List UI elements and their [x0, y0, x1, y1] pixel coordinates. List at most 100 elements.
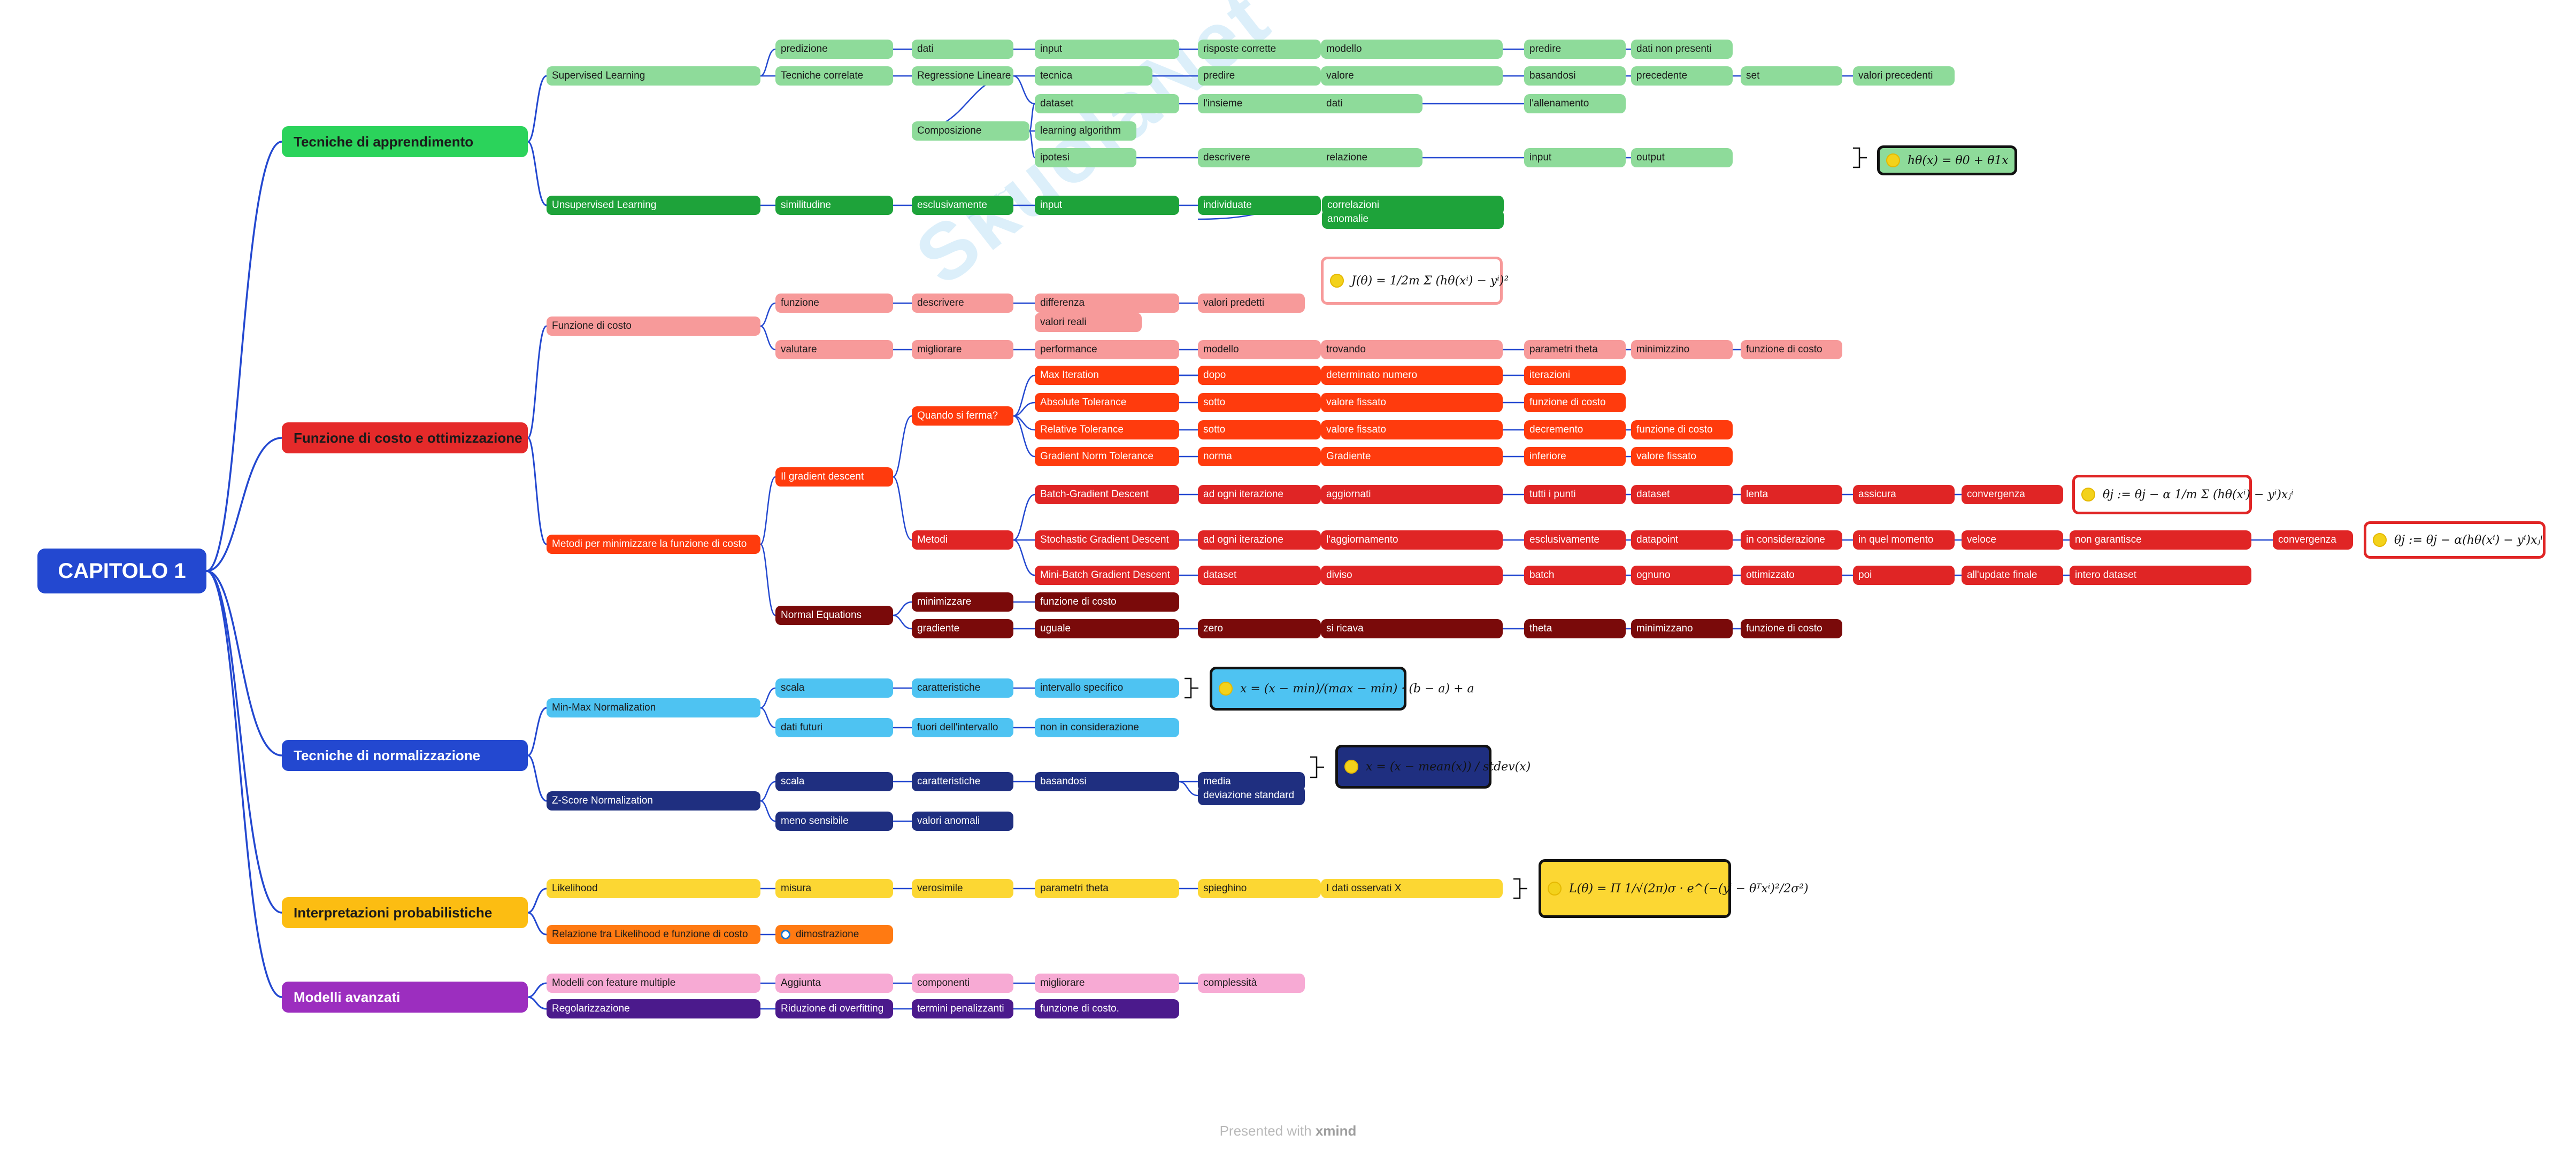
topic-node[interactable]: Normal Equations — [775, 606, 893, 625]
topic-node[interactable]: parametri theta — [1035, 879, 1179, 898]
topic-node[interactable]: diviso — [1321, 566, 1503, 585]
topic-node[interactable]: gradiente — [912, 619, 1013, 638]
topic-node[interactable]: funzione — [775, 294, 893, 313]
topic-node[interactable]: non in considerazione — [1035, 718, 1179, 737]
topic-node[interactable]: valori anomali — [912, 812, 1013, 831]
topic-node[interactable]: I dati osservati X — [1321, 879, 1503, 898]
topic-node[interactable]: sotto — [1198, 420, 1321, 439]
topic-node[interactable]: Quando si ferma? — [912, 406, 1013, 426]
topic-node[interactable]: Aggiunta — [775, 974, 893, 993]
topic-node[interactable]: dimostrazione — [775, 925, 893, 944]
topic-node[interactable]: anomalie — [1322, 210, 1504, 229]
topic-node[interactable]: in considerazione — [1741, 530, 1842, 550]
topic-node[interactable]: trovando — [1321, 340, 1503, 359]
subtopic-node[interactable]: Z-Score Normalization — [547, 791, 760, 811]
topic-node[interactable]: individuate — [1198, 196, 1321, 215]
topic-node[interactable]: ad ogni iterazione — [1198, 485, 1321, 504]
topic-node[interactable]: all'update finale — [1962, 566, 2063, 585]
topic-node[interactable]: valore fissato — [1321, 393, 1503, 412]
topic-node[interactable]: valore — [1321, 66, 1503, 86]
topic-node[interactable]: Gradient Norm Tolerance — [1035, 447, 1179, 466]
topic-node[interactable]: minimizzano — [1631, 619, 1733, 638]
subtopic-node[interactable]: Likelihood — [547, 879, 760, 898]
topic-node[interactable]: termini penalizzanti — [912, 999, 1013, 1018]
subtopic-node[interactable]: Funzione di costo — [547, 317, 760, 336]
root-topic[interactable]: CAPITOLO 1 — [37, 549, 206, 593]
topic-node[interactable]: minimizzare — [912, 592, 1013, 612]
topic-node[interactable]: complessità — [1198, 974, 1305, 993]
topic-node[interactable]: aggiornati — [1321, 485, 1503, 504]
topic-node[interactable]: basandosi — [1035, 772, 1179, 791]
topic-node[interactable]: l'allenamento — [1524, 94, 1626, 113]
topic-node[interactable]: parametri theta — [1524, 340, 1626, 359]
topic-node[interactable]: dati — [1321, 94, 1422, 113]
branch-topic[interactable]: Modelli avanzati — [282, 982, 528, 1013]
hyperlink-icon[interactable] — [781, 929, 790, 939]
topic-node[interactable]: norma — [1198, 447, 1321, 466]
topic-node[interactable]: Tecniche correlate — [775, 66, 893, 86]
topic-node[interactable]: minimizzino — [1631, 340, 1733, 359]
topic-node[interactable]: componenti — [912, 974, 1013, 993]
topic-node[interactable]: risposte corrette — [1198, 40, 1321, 59]
topic-node[interactable]: meno sensibile — [775, 812, 893, 831]
topic-node[interactable]: funzione di costo — [1741, 619, 1842, 638]
topic-node[interactable]: intero dataset — [2070, 566, 2251, 585]
subtopic-node[interactable]: Modelli con feature multiple — [547, 974, 760, 993]
topic-node[interactable]: input — [1524, 148, 1626, 167]
topic-node[interactable]: relazione — [1321, 148, 1422, 167]
topic-node[interactable]: dati — [912, 40, 1013, 59]
topic-node[interactable]: scala — [775, 772, 893, 791]
topic-node[interactable]: iterazioni — [1524, 366, 1626, 385]
topic-node[interactable]: predire — [1524, 40, 1626, 59]
topic-node[interactable]: funzione di costo — [1524, 393, 1626, 412]
topic-node[interactable]: precedente — [1631, 66, 1733, 86]
topic-node[interactable]: modello — [1198, 340, 1321, 359]
topic-node[interactable]: Regressione Lineare — [912, 66, 1013, 86]
topic-node[interactable]: dopo — [1198, 366, 1321, 385]
topic-node[interactable]: Stochastic Gradient Descent — [1035, 530, 1179, 550]
topic-node[interactable]: valutare — [775, 340, 893, 359]
topic-node[interactable]: funzione di costo — [1035, 592, 1179, 612]
topic-node[interactable]: veloce — [1962, 530, 2063, 550]
topic-node[interactable]: tutti i punti — [1524, 485, 1626, 504]
topic-node[interactable]: basandosi — [1524, 66, 1626, 86]
branch-topic[interactable]: Tecniche di apprendimento — [282, 126, 528, 157]
topic-node[interactable]: modello — [1321, 40, 1503, 59]
topic-node[interactable]: similitudine — [775, 196, 893, 215]
topic-node[interactable]: in quel momento — [1853, 530, 1955, 550]
topic-node[interactable]: valore fissato — [1321, 420, 1503, 439]
topic-node[interactable]: valori reali — [1035, 313, 1142, 332]
topic-node[interactable]: l'aggiornamento — [1321, 530, 1503, 550]
topic-node[interactable]: si ricava — [1321, 619, 1503, 638]
topic-node[interactable]: uguale — [1035, 619, 1179, 638]
topic-node[interactable]: non garantisce — [2070, 530, 2251, 550]
subtopic-node[interactable]: Unsupervised Learning — [547, 196, 760, 215]
topic-node[interactable]: ottimizzato — [1741, 566, 1842, 585]
branch-topic[interactable]: Funzione di costo e ottimizzazione — [282, 422, 528, 453]
subtopic-node[interactable]: Supervised Learning — [547, 66, 760, 86]
topic-node[interactable]: descrivere — [912, 294, 1013, 313]
topic-node[interactable]: Metodi — [912, 530, 1013, 550]
topic-node[interactable]: valore fissato — [1631, 447, 1733, 466]
topic-node[interactable]: zero — [1198, 619, 1321, 638]
branch-topic[interactable]: Tecniche di normalizzazione — [282, 740, 528, 771]
topic-node[interactable]: differenza — [1035, 294, 1179, 313]
topic-node[interactable]: datapoint — [1631, 530, 1733, 550]
topic-node[interactable]: Gradiente — [1321, 447, 1503, 466]
topic-node[interactable]: dati non presenti — [1631, 40, 1733, 59]
topic-node[interactable]: performance — [1035, 340, 1179, 359]
topic-node[interactable]: tecnica — [1035, 66, 1152, 86]
topic-node[interactable]: Absolute Tolerance — [1035, 393, 1179, 412]
topic-node[interactable]: poi — [1853, 566, 1955, 585]
topic-node[interactable]: dataset — [1035, 94, 1179, 113]
topic-node[interactable]: lenta — [1741, 485, 1842, 504]
topic-node[interactable]: predire — [1198, 66, 1321, 86]
topic-node[interactable]: learning algorithm — [1035, 121, 1136, 141]
topic-node[interactable]: predizione — [775, 40, 893, 59]
topic-node[interactable]: Composizione — [912, 121, 1029, 141]
topic-node[interactable]: assicura — [1853, 485, 1955, 504]
topic-node[interactable]: funzione di costo. — [1035, 999, 1179, 1018]
topic-node[interactable]: valori precedenti — [1853, 66, 1955, 86]
topic-node[interactable]: decremento — [1524, 420, 1626, 439]
topic-node[interactable]: intervallo specifico — [1035, 678, 1179, 698]
